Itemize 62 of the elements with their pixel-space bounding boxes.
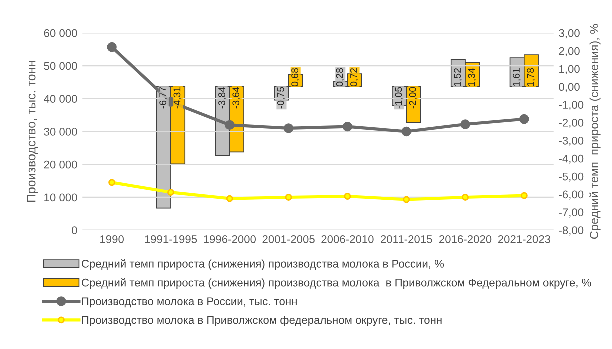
y-tick-label: 30 000 <box>44 128 78 136</box>
data-label: -4,31 <box>174 87 182 109</box>
point <box>403 196 410 204</box>
data-label: 0,28 <box>336 68 344 87</box>
y2-tick-label: -4,00 <box>559 154 584 164</box>
y-tick-label: 50 000 <box>44 62 78 70</box>
x-tick-label: 1996-2000 <box>204 235 256 244</box>
y2-tick-label: -6,00 <box>559 190 584 200</box>
data-label: -1,05 <box>395 87 404 109</box>
point <box>168 189 174 196</box>
y-tick-label: 20 000 <box>44 160 78 169</box>
legend-label: Средний темп прироста (снижения) производства молока в Приволжском Федеральном округе, % <box>82 278 592 289</box>
data-label: -2,00 <box>409 87 418 109</box>
y2-tick-label: -5,00 <box>559 172 584 182</box>
y2-tick-label: -7,00 <box>559 208 584 218</box>
data-label: 1,52 <box>454 68 462 86</box>
data-label: -3,64 <box>232 87 241 109</box>
data-label: -3,84 <box>218 87 227 109</box>
data-label: -6,77 <box>160 87 168 109</box>
y2-tick-label: -1,00 <box>559 101 584 110</box>
y-tick-label: 10 000 <box>44 194 78 202</box>
y2-tick-label: -3,00 <box>559 136 584 146</box>
y2-tick-label: 2,00 <box>559 47 580 57</box>
x-tick-label: 2006-2010 <box>322 235 374 244</box>
x-tick-label: 1990 <box>100 235 124 244</box>
data-label: 1,78 <box>527 68 536 86</box>
y2-tick-label: -8,00 <box>559 226 584 236</box>
data-label: 1,61 <box>513 68 522 86</box>
y2-tick-label: 3,00 <box>559 29 580 39</box>
point <box>285 194 292 201</box>
point <box>107 42 117 52</box>
point <box>342 122 353 132</box>
x-tick-label: 1991-1995 <box>145 235 198 244</box>
point <box>226 195 234 202</box>
x-tick-label: 2011-2015 <box>381 235 432 244</box>
point <box>462 194 469 201</box>
point <box>460 120 470 130</box>
data-label: 0,72 <box>350 68 359 87</box>
x-tick-label: 2021-2023 <box>498 235 550 244</box>
data-label: 0,68 <box>292 68 300 87</box>
y2-tick-label: 0,00 <box>559 83 580 92</box>
y-axis-title: Производство, тыс. тонн <box>27 61 38 202</box>
y-tick-label: 0 <box>72 226 78 234</box>
point <box>284 124 294 134</box>
legend-label: Производство молока в Приволжском федеральном округе, тыс. тонн <box>82 316 442 326</box>
y-tick-label: 40 000 <box>44 95 78 104</box>
legend-label: Средний темп прироста (снижения) производства молока в России, % <box>82 260 444 270</box>
y-tick-label: 60 000 <box>44 29 78 38</box>
x-tick-label: 2016-2020 <box>439 235 492 244</box>
point <box>108 179 116 186</box>
point <box>225 120 235 130</box>
data-label: 1,34 <box>468 68 476 86</box>
point <box>402 126 412 137</box>
legend-label: Производство молока в России, тыс. тонн <box>82 298 297 308</box>
point <box>520 192 528 200</box>
point <box>520 114 530 124</box>
y2-tick-label: -2,00 <box>559 119 584 128</box>
point <box>344 193 352 200</box>
x-tick-label: 2001-2005 <box>262 235 315 244</box>
data-label: -0,75 <box>277 87 286 109</box>
y2-tick-label: 1,00 <box>560 65 580 74</box>
y2-axis-title: Средний темп прироста (снижения), % <box>590 24 601 240</box>
